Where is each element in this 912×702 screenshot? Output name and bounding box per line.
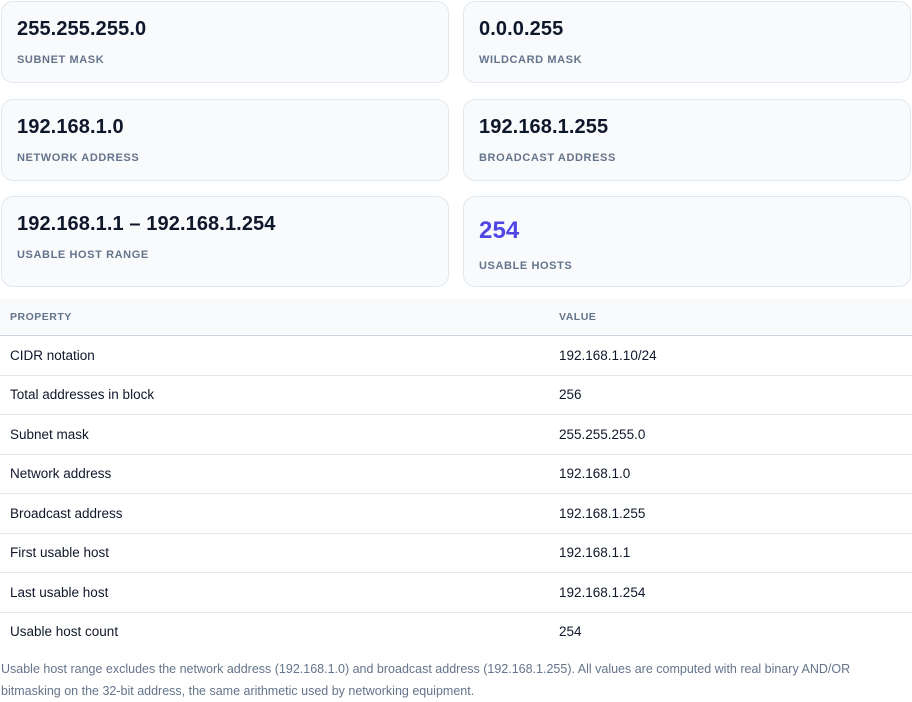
value-cell: 192.168.1.255 (549, 493, 912, 534)
usable-host-range-label: USABLE HOST RANGE (17, 249, 149, 261)
subnet-mask-card: 255.255.255.0 SUBNET MASK (1, 1, 449, 83)
usable-hosts-card: 254 USABLE HOSTS (463, 196, 911, 287)
column-header-value: VALUE (549, 299, 912, 336)
broadcast-address-label: BROADCAST ADDRESS (479, 152, 616, 164)
table-row: Total addresses in block 256 (0, 375, 912, 415)
table-row: Last usable host 192.168.1.254 (0, 572, 912, 613)
usable-host-range-card: 192.168.1.1 – 192.168.1.254 USABLE HOST … (1, 196, 449, 287)
properties-table-container: PROPERTY VALUE CIDR notation 192.168.1.1… (0, 299, 912, 651)
value-cell: 192.168.1.254 (549, 572, 912, 613)
broadcast-address-card: 192.168.1.255 BROADCAST ADDRESS (463, 99, 911, 181)
result-cards: 255.255.255.0 SUBNET MASK 0.0.0.255 WILD… (0, 0, 912, 290)
wildcard-mask-value: 0.0.0.255 (479, 18, 564, 40)
value-cell: 256 (549, 375, 912, 415)
subnet-mask-label: SUBNET MASK (17, 54, 105, 66)
value-cell: 192.168.1.1 (549, 533, 912, 573)
footnote: Usable host range excludes the network a… (1, 662, 851, 698)
properties-table: PROPERTY VALUE CIDR notation 192.168.1.1… (0, 299, 912, 651)
table-header-row: PROPERTY VALUE (0, 299, 912, 336)
table-row: Network address 192.168.1.0 (0, 454, 912, 494)
subnet-mask-value: 255.255.255.0 (17, 18, 147, 40)
property-cell: First usable host (0, 533, 549, 573)
property-cell: Total addresses in block (0, 375, 549, 415)
network-address-card: 192.168.1.0 NETWORK ADDRESS (1, 99, 449, 181)
usable-host-range-value: 192.168.1.1 – 192.168.1.254 (17, 213, 276, 235)
column-header-property: PROPERTY (0, 299, 549, 336)
value-cell: 255.255.255.0 (549, 414, 912, 455)
table-row: Broadcast address 192.168.1.255 (0, 493, 912, 534)
usable-hosts-value: 254 (479, 217, 520, 244)
network-address-value: 192.168.1.0 (17, 116, 124, 138)
network-address-label: NETWORK ADDRESS (17, 152, 140, 164)
value-cell: 192.168.1.10/24 (549, 335, 912, 376)
value-cell: 192.168.1.0 (549, 454, 912, 494)
table-row: Subnet mask 255.255.255.0 (0, 414, 912, 455)
property-cell: Network address (0, 454, 549, 494)
property-cell: Last usable host (0, 572, 549, 613)
property-cell: Usable host count (10, 624, 119, 640)
broadcast-address-value: 192.168.1.255 (479, 116, 609, 138)
wildcard-mask-card: 0.0.0.255 WILDCARD MASK (463, 1, 911, 83)
value-cell: 254 (559, 624, 582, 640)
wildcard-mask-label: WILDCARD MASK (479, 54, 583, 66)
table-row: First usable host 192.168.1.1 (0, 533, 912, 573)
property-cell: Subnet mask (0, 414, 549, 455)
table-row: Usable host count 254 (0, 612, 912, 651)
property-cell: Broadcast address (0, 493, 549, 534)
usable-hosts-label: USABLE HOSTS (479, 260, 573, 272)
table-row: CIDR notation 192.168.1.10/24 (0, 335, 912, 376)
property-cell: CIDR notation (0, 335, 549, 376)
